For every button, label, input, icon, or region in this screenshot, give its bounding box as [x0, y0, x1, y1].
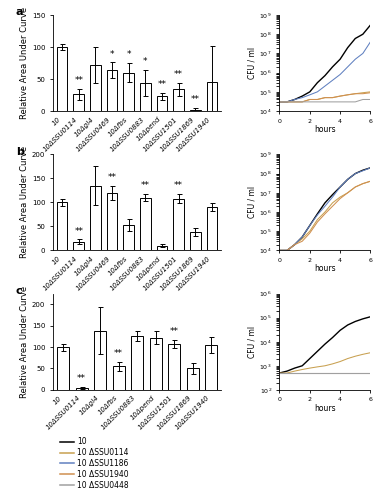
- Bar: [73, 242, 84, 250]
- Bar: [150, 338, 161, 390]
- Text: *: *: [127, 50, 131, 59]
- Y-axis label: Relative Area Under Curve: Relative Area Under Curve: [20, 286, 29, 398]
- Bar: [131, 336, 143, 390]
- Text: **: **: [141, 181, 150, 190]
- Y-axis label: Relative Area Under Curve: Relative Area Under Curve: [20, 146, 29, 258]
- Legend: 10, 10 ΔSSU0114, 10 ΔSSU1186, 10 ΔSSU1940, 10 ΔSSU0448: 10, 10 ΔSSU0114, 10 ΔSSU1186, 10 ΔSSU194…: [57, 434, 132, 493]
- Bar: [140, 83, 151, 111]
- Y-axis label: Relative Area Under Curve: Relative Area Under Curve: [20, 7, 29, 119]
- X-axis label: hours: hours: [314, 264, 336, 274]
- Bar: [207, 82, 217, 111]
- Bar: [57, 202, 68, 250]
- X-axis label: hours: hours: [314, 404, 336, 413]
- Text: **: **: [77, 374, 86, 384]
- Text: **: **: [174, 181, 183, 190]
- Text: **: **: [174, 70, 183, 79]
- Bar: [186, 368, 198, 390]
- Bar: [57, 347, 69, 390]
- Bar: [168, 344, 180, 390]
- Bar: [156, 246, 167, 250]
- Bar: [76, 388, 88, 390]
- Text: **: **: [158, 80, 167, 90]
- Bar: [156, 96, 167, 111]
- Y-axis label: CFU / ml: CFU / ml: [248, 47, 257, 79]
- Bar: [113, 366, 125, 390]
- Text: c: c: [16, 286, 23, 296]
- Text: a: a: [16, 8, 23, 18]
- Bar: [90, 65, 101, 111]
- Y-axis label: CFU / ml: CFU / ml: [248, 326, 257, 358]
- Bar: [57, 47, 68, 111]
- Y-axis label: CFU / ml: CFU / ml: [248, 186, 257, 218]
- Text: b: b: [16, 146, 24, 156]
- Bar: [190, 232, 201, 250]
- Text: **: **: [191, 95, 200, 104]
- X-axis label: hours: hours: [314, 125, 336, 134]
- Text: **: **: [74, 76, 83, 86]
- Text: *: *: [143, 57, 148, 66]
- Bar: [123, 72, 134, 111]
- Text: **: **: [108, 172, 116, 182]
- Bar: [173, 198, 184, 250]
- Bar: [73, 94, 84, 111]
- Text: **: **: [114, 349, 123, 358]
- Bar: [107, 193, 118, 250]
- Bar: [173, 90, 184, 111]
- Bar: [90, 186, 101, 250]
- Text: **: **: [74, 226, 83, 235]
- Bar: [123, 225, 134, 250]
- Bar: [190, 110, 201, 111]
- Text: *: *: [110, 50, 114, 58]
- Bar: [205, 345, 217, 390]
- Bar: [107, 70, 118, 111]
- Bar: [94, 331, 106, 390]
- Bar: [207, 207, 217, 250]
- Text: **: **: [169, 327, 178, 336]
- Bar: [140, 198, 151, 250]
